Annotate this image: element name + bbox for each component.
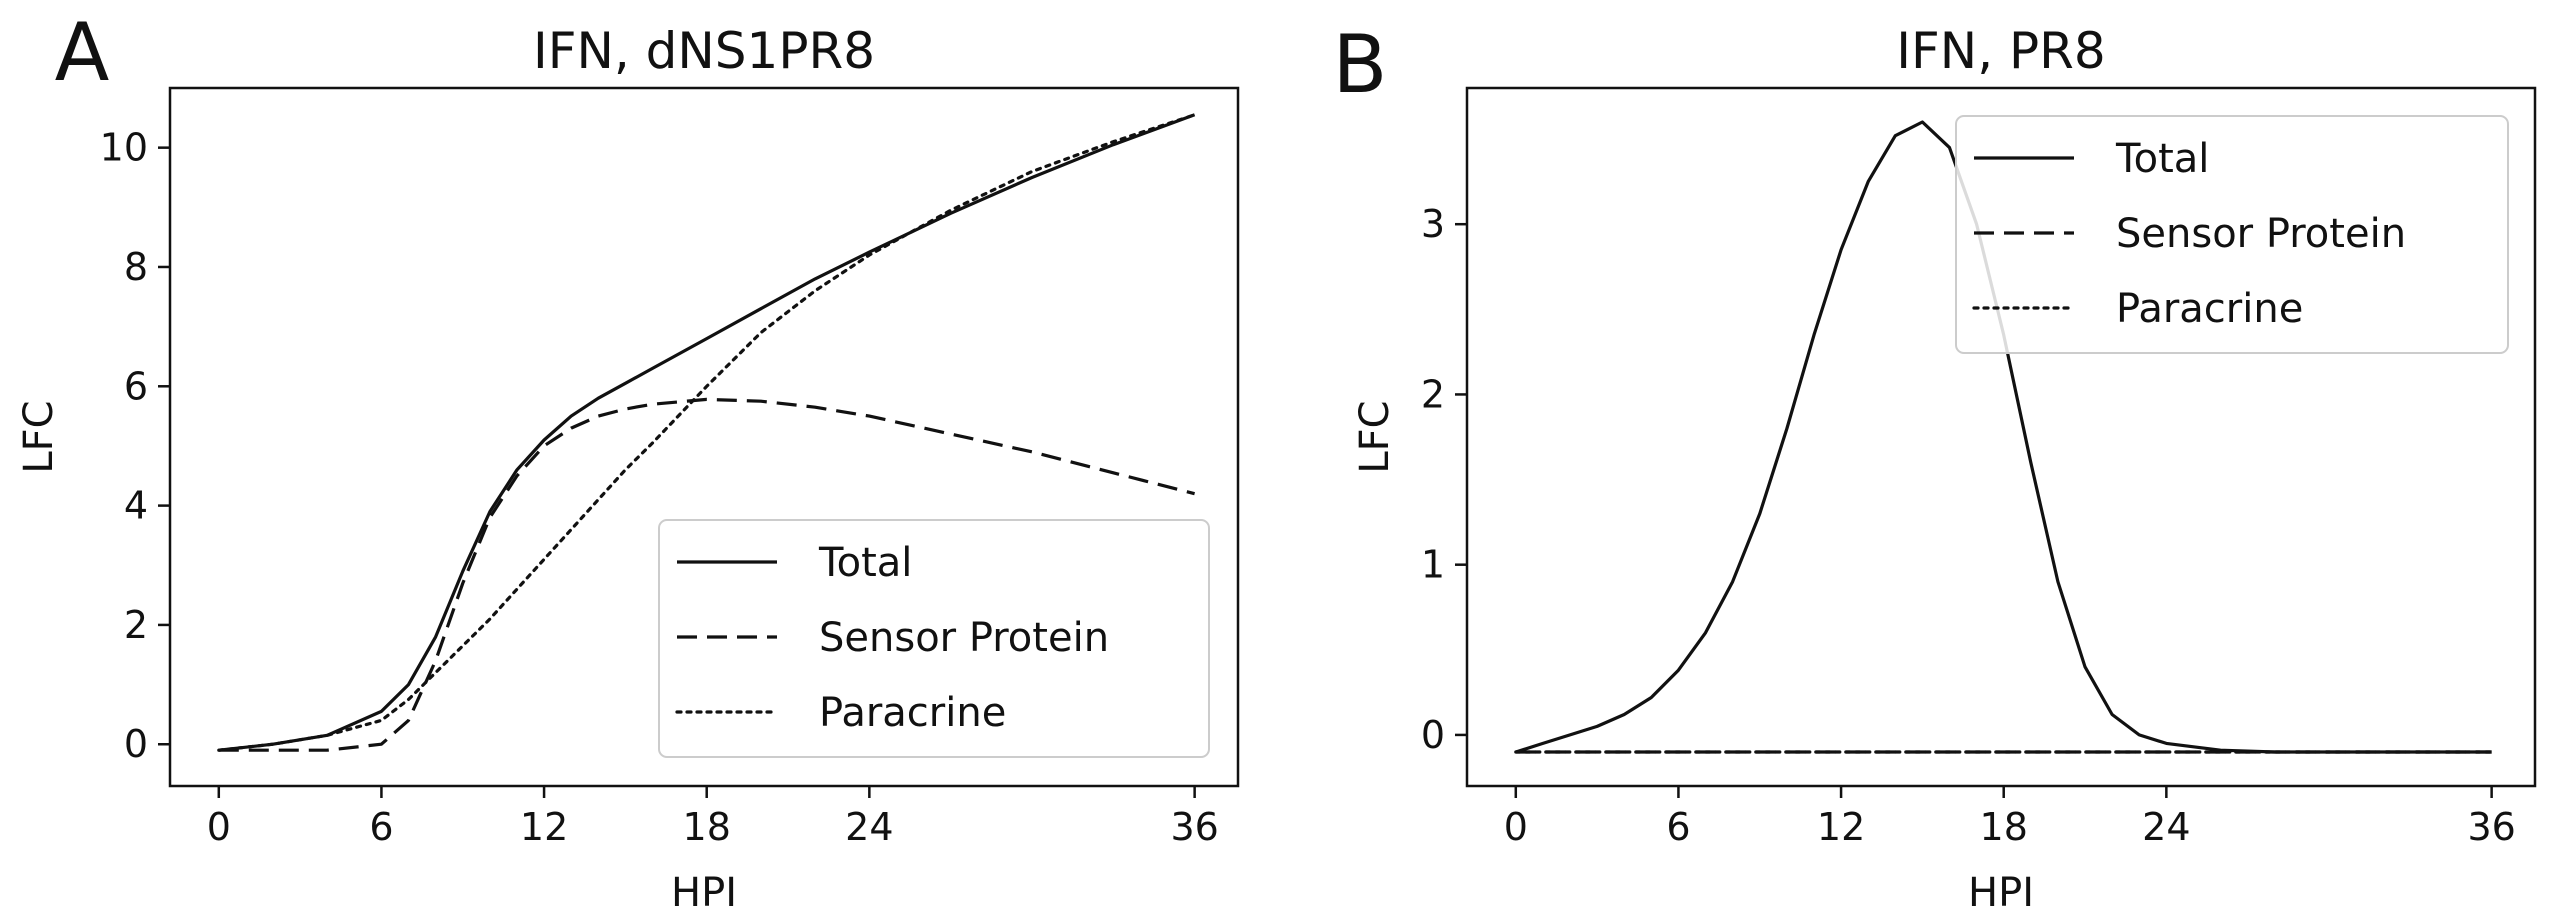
series-line-sensor-protein [218,397,1195,752]
legend-label: Total [2115,136,2209,182]
x-tick-label: 36 [1170,805,1218,849]
x-tick-label: 6 [1666,805,1690,849]
x-tick-label: 18 [683,805,731,849]
series-line-total [1515,120,2492,754]
legend-label: Total [818,540,912,586]
x-tick-label: 24 [845,805,893,849]
x-tick-label: 0 [1504,805,1528,849]
legend: Total Sensor Protein Paracrine [658,519,1210,758]
y-tick-label: 10 [100,126,148,170]
legend-label: Sensor Protein [819,615,1109,661]
x-tick-label: 24 [2142,805,2190,849]
y-tick-label: 0 [124,722,148,766]
y-tick-label: 1 [1421,543,1445,587]
plot-frame [1465,86,2537,788]
chart-title: IFN, dNS1PR8 [533,22,875,80]
series-line-total [218,113,1196,752]
x-axis-label: HPI [671,870,737,916]
y-axis-label: LFC [16,400,62,473]
legend-label: Paracrine [2116,286,2303,332]
y-tick-label: 4 [124,484,148,528]
x-tick-label: 12 [520,805,568,849]
y-tick-label: 6 [124,364,148,408]
y-tick-label: 2 [124,603,148,647]
legend: Total Sensor Protein Paracrine [1955,115,2509,354]
x-tick-label: 0 [207,805,231,849]
chart-title: IFN, PR8 [1896,22,2105,80]
x-tick-label: 36 [2467,805,2515,849]
panel-letter: A [55,6,110,99]
y-tick-label: 0 [1421,713,1445,757]
panel-letter: B [1333,18,1388,111]
x-tick-label: 12 [1817,805,1865,849]
x-axis-label: HPI [1968,870,2034,916]
legend-label: Paracrine [819,690,1006,736]
plot-frame [168,86,1240,788]
y-tick-label: 2 [1421,372,1445,416]
legend-box [1955,115,2509,354]
x-tick-label: 6 [369,805,393,849]
x-tick-label: 18 [1980,805,2028,849]
legend-box [658,519,1210,758]
y-axis-label: LFC [1352,400,1398,473]
legend-label: Sensor Protein [2116,211,2406,257]
y-tick-label: 8 [124,245,148,289]
y-tick-label: 3 [1421,202,1445,246]
